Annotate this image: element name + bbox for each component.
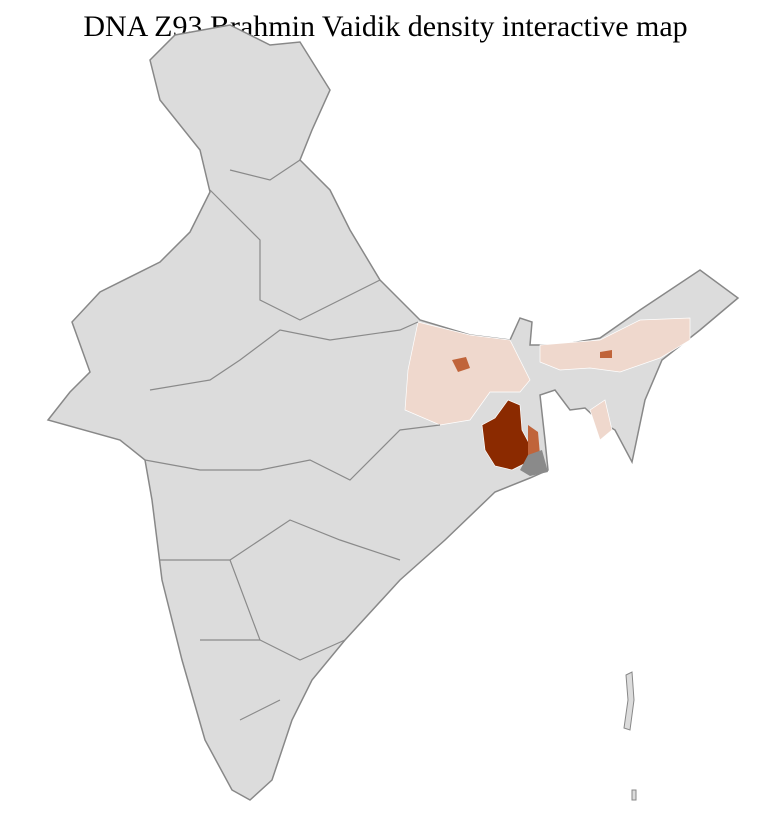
region-west-bengal-medium-density[interactable] [528,425,540,455]
region-masked[interactable] [520,450,548,476]
region-bihar-medium-density[interactable] [452,357,470,372]
region-bihar-low-density[interactable] [404,321,531,426]
state-boundaries [144,159,441,721]
india-outline[interactable] [46,24,740,801]
region-tripura-low-density[interactable] [589,399,613,441]
region-west-bengal-high-density[interactable] [481,399,531,471]
region-northeast-low-density[interactable] [539,317,691,373]
andaman-islands[interactable] [623,671,637,801]
region-assam-medium-density[interactable] [600,350,612,358]
